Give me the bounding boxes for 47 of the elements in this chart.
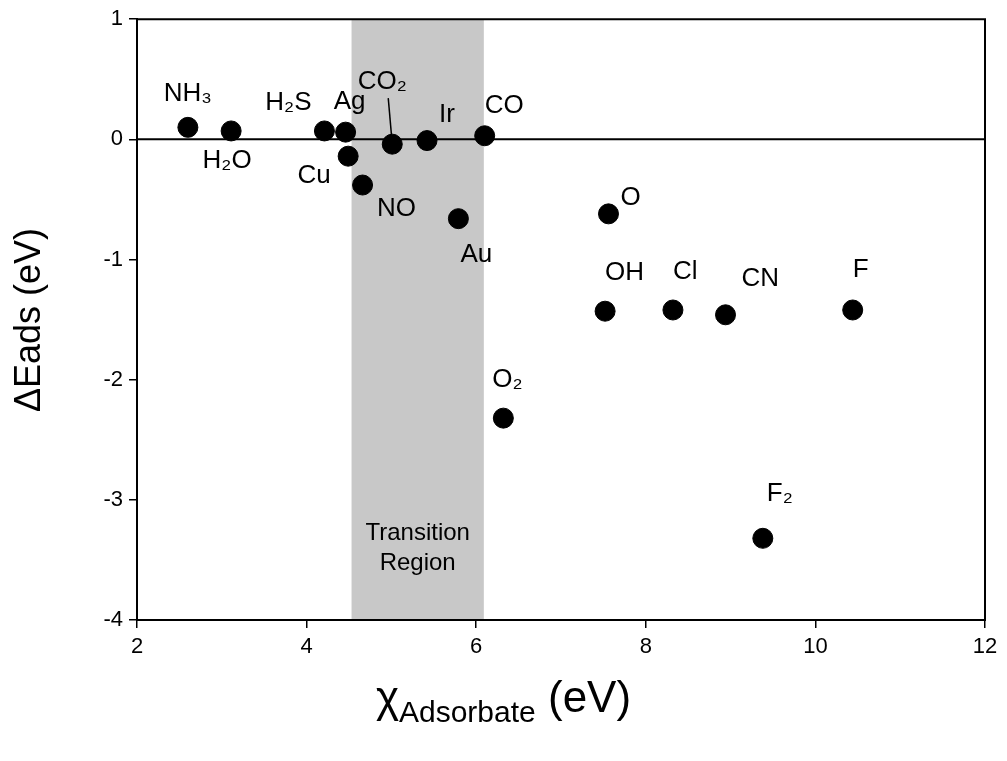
point	[842, 299, 864, 321]
point	[313, 120, 335, 142]
annotation: NO	[377, 192, 417, 223]
x-tick-label: 12	[972, 633, 998, 659]
annotation: H₂O	[202, 144, 252, 175]
point	[594, 300, 616, 322]
annotation: Au	[460, 237, 493, 268]
x-axis-title: χ$_{Adsorbate}$ (eV)	[374, 672, 633, 729]
point	[447, 208, 469, 230]
y-tick-label: -4	[103, 606, 123, 632]
point	[352, 174, 374, 196]
annotation: O	[620, 181, 641, 212]
annotation: CO	[484, 88, 524, 119]
y-tick-label: -2	[103, 365, 123, 391]
x-tick-label: 2	[130, 633, 144, 659]
annotation: H₂S	[265, 86, 312, 117]
point	[752, 527, 774, 549]
x-tick-label: 10	[803, 633, 828, 659]
annotation: CN	[741, 261, 780, 292]
annotation: F₂	[766, 477, 793, 508]
annotation: F	[852, 253, 869, 284]
annotation: Cu	[297, 159, 331, 190]
point	[662, 299, 684, 321]
band-label: Transition Region	[365, 517, 470, 575]
x-tick-label: 4	[300, 633, 313, 659]
y-tick-label: 0	[110, 125, 123, 151]
y-tick-label: -1	[103, 245, 123, 271]
point	[337, 145, 359, 167]
point	[597, 203, 619, 225]
point	[474, 125, 496, 147]
y-axis-title: ΔEads (eV)	[7, 227, 49, 413]
point	[220, 120, 242, 142]
y-tick-label: -3	[103, 485, 123, 511]
y-tick-label: 1	[110, 5, 123, 31]
annotation: Cl	[672, 255, 698, 286]
annotation: Ir	[439, 97, 456, 128]
x-tick-label: 8	[639, 633, 652, 659]
annotation: NH₃	[163, 76, 212, 107]
point	[177, 116, 199, 138]
annotation: O₂	[492, 363, 523, 394]
point	[335, 121, 357, 143]
point	[492, 407, 514, 429]
annotation: OH	[605, 256, 645, 287]
point	[715, 304, 737, 326]
point	[381, 133, 403, 155]
point	[416, 130, 438, 152]
x-tick-label: 6	[470, 633, 483, 659]
